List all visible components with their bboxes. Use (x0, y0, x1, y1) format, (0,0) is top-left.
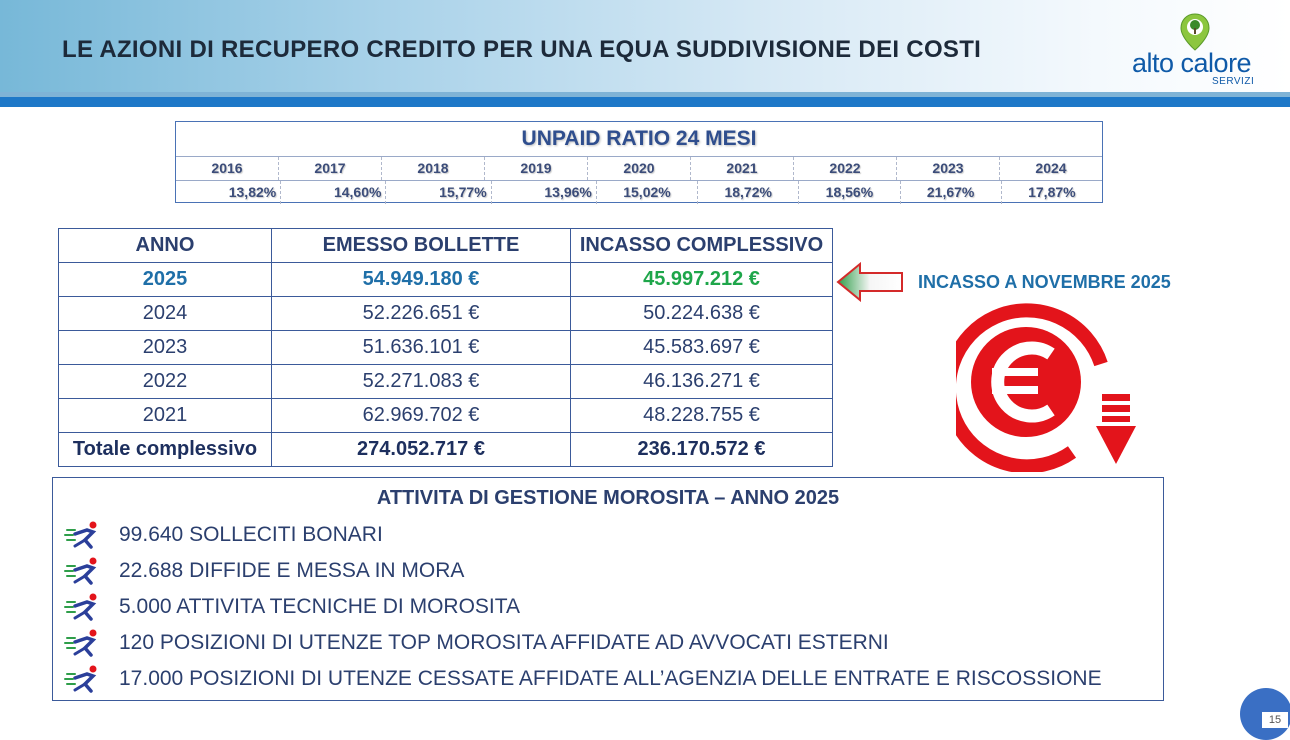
ratio-value: 14,60% (281, 181, 387, 204)
activity-item: 5.000 ATTIVITA TECNICHE DI MOROSITA (63, 590, 520, 624)
ratio-value: 15,02% (597, 181, 699, 204)
activity-title: ATTIVITA DI GESTIONE MOROSITA – ANNO 202… (376, 487, 840, 509)
activity-item: 120 POSIZIONI DI UTENZE TOP MOROSITA AFF… (63, 626, 889, 660)
activity-item-text: 22.688 DIFFIDE E MESSA IN MORA (119, 559, 465, 582)
logo-subtext: SERVIZI (1212, 76, 1255, 87)
cell-year: 2022 (58, 364, 272, 399)
header-emesso: EMESSO BOLLETTE (271, 228, 571, 263)
cell-incasso: 45.583.697 € (570, 330, 833, 365)
cell-total-emesso: 274.052.717 € (271, 432, 571, 467)
billing-table: ANNO EMESSO BOLLETTE INCASSO COMPLESSIVO… (58, 228, 833, 467)
table-total-row: Totale complessivo 274.052.717 € 236.170… (58, 432, 833, 467)
ratio-value: 13,96% (492, 181, 597, 204)
table-row: 2022 52.271.083 € 46.136.271 € (58, 364, 833, 399)
running-man-icon (64, 665, 97, 693)
ratio-value: 17,87% (1028, 184, 1076, 200)
ratio-year: 2021 (691, 157, 794, 180)
table-row: 2021 62.969.702 € 48.228.755 € (58, 398, 833, 433)
running-man-icon (64, 629, 97, 657)
incasso-note: INCASSO A NOVEMBRE 2025 (918, 272, 1171, 292)
table-row-highlight: 2025 54.949.180 € 45.997.212 € (58, 262, 833, 297)
ratio-year: 2023 (897, 157, 1000, 180)
ratio-value: 13,82% (176, 181, 282, 204)
cell-incasso: 45.997.212 € (570, 262, 833, 297)
table-row: 2023 51.636.101 € 45.583.697 € (58, 330, 833, 365)
cell-year: 2021 (58, 398, 272, 433)
activity-item-text: 99.640 SOLLECITI BONARI (119, 523, 383, 546)
cell-incasso: 46.136.271 € (570, 364, 833, 399)
ratio-year: 2022 (794, 157, 897, 180)
activity-item: 22.688 DIFFIDE E MESSA IN MORA (63, 554, 464, 588)
cell-emesso: 54.949.180 € (271, 262, 571, 297)
activity-item-text: 17.000 POSIZIONI DI UTENZE CESSATE AFFID… (119, 667, 1102, 690)
page-title: LE AZIONI DI RECUPERO CREDITO PER UNA EQ… (62, 36, 982, 63)
left-arrow-icon (836, 262, 903, 302)
header-incasso: INCASSO COMPLESSIVO (570, 228, 833, 263)
activity-box: ATTIVITA DI GESTIONE MOROSITA – ANNO 202… (52, 477, 1164, 701)
header-banner: LE AZIONI DI RECUPERO CREDITO PER UNA EQ… (0, 0, 1290, 92)
header-divider-dark (0, 97, 1290, 107)
cell-emesso: 52.226.651 € (271, 296, 571, 331)
running-man-icon (64, 557, 97, 585)
cell-emesso: 52.271.083 € (271, 364, 571, 399)
cell-incasso: 50.224.638 € (570, 296, 833, 331)
cell-emesso: 51.636.101 € (271, 330, 571, 365)
activity-item-text: 120 POSIZIONI DI UTENZE TOP MOROSITA AFF… (119, 631, 889, 654)
cell-total-incasso: 236.170.572 € (570, 432, 833, 467)
header-anno: ANNO (58, 228, 272, 263)
cell-year: 2025 (58, 262, 272, 297)
cell-total-label: Totale complessivo (58, 432, 272, 467)
logo-pin-icon (1180, 13, 1210, 51)
activity-item: 99.640 SOLLECITI BONARI (63, 518, 383, 552)
ratio-year: 2020 (588, 157, 691, 180)
ratio-year: 2019 (485, 157, 588, 180)
logo-text: alto calore (1132, 48, 1252, 78)
cell-emesso: 62.969.702 € (271, 398, 571, 433)
unpaid-ratio-values-row: 13,82% 14,60% 15,77% 13,96% 15,02% 18,72… (176, 180, 1102, 204)
activity-item-text: 5.000 ATTIVITA TECNICHE DI MOROSITA (119, 595, 521, 618)
page-number: 15 (1262, 712, 1288, 728)
header-divider-light (0, 92, 1290, 97)
unpaid-ratio-years-row: 2016 2017 2018 2019 2020 2021 2022 2023 … (176, 157, 1102, 180)
unpaid-ratio-table: UNPAID RATIO 24 MESI 2016 2017 2018 2019… (175, 121, 1103, 204)
unpaid-ratio-title: UNPAID RATIO 24 MESI (176, 122, 1102, 157)
running-man-icon (64, 593, 97, 621)
cell-year: 2023 (58, 330, 272, 365)
ratio-year: 2018 (382, 157, 485, 180)
running-man-icon (64, 521, 97, 549)
ratio-value: 18,72% (698, 181, 800, 204)
table-row: 2024 52.226.651 € 50.224.638 € (58, 296, 833, 331)
ratio-year: 2024 (1035, 160, 1067, 176)
ratio-year: 2016 (176, 157, 279, 180)
activity-item: 17.000 POSIZIONI DI UTENZE CESSATE AFFID… (63, 662, 1102, 696)
ratio-value: 15,77% (386, 181, 492, 204)
cell-year: 2024 (58, 296, 272, 331)
ratio-year: 2017 (279, 157, 382, 180)
cell-incasso: 48.228.755 € (570, 398, 833, 433)
euro-down-icon (956, 303, 1136, 472)
ratio-value: 21,67% (901, 181, 1002, 204)
table-header-row: ANNO EMESSO BOLLETTE INCASSO COMPLESSIVO (58, 228, 833, 263)
ratio-value: 18,56% (799, 181, 901, 204)
company-logo: alto calore SERVIZI (1128, 12, 1268, 92)
